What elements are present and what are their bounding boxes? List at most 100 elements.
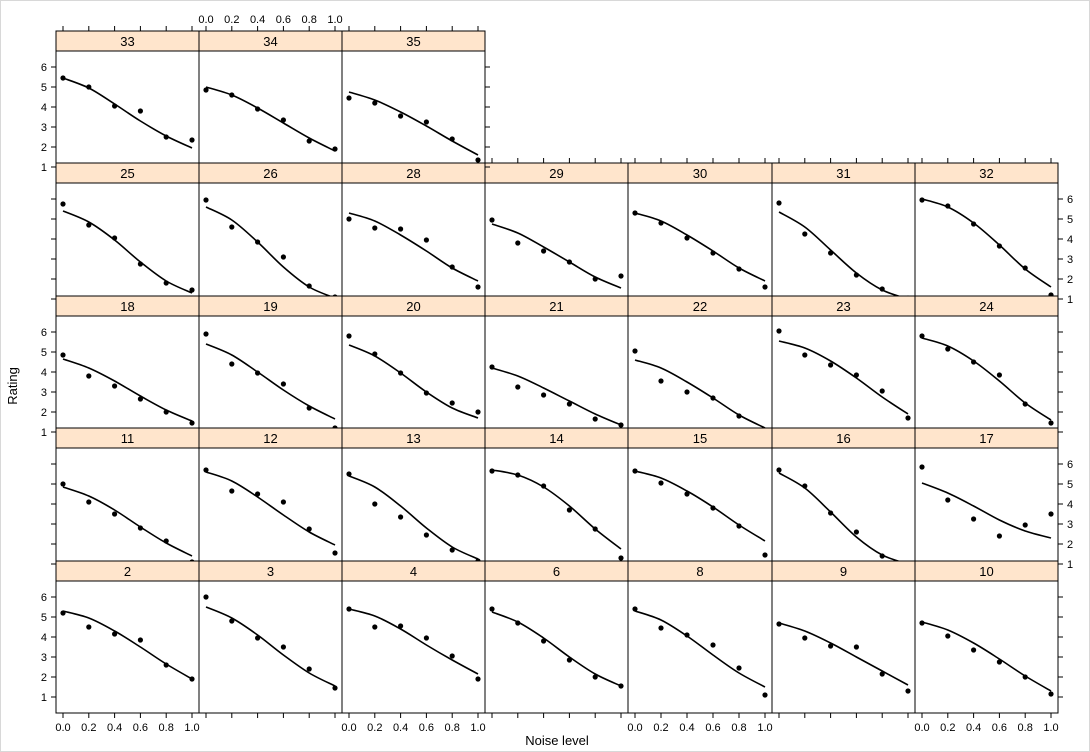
data-point <box>332 550 338 556</box>
y-tick-label: 1 <box>1067 559 1073 571</box>
strip-label: 13 <box>406 431 420 446</box>
data-point <box>306 138 312 144</box>
panel-32: 32 <box>914 162 1059 316</box>
panel-frame <box>484 182 629 316</box>
data-point <box>684 235 690 241</box>
data-point <box>398 113 404 119</box>
x-tick-label: 0.0 <box>341 722 356 734</box>
data-point <box>919 333 925 339</box>
strip-label: 20 <box>406 299 420 314</box>
data-point <box>879 553 885 559</box>
data-point <box>112 103 118 109</box>
data-point <box>255 491 261 497</box>
data-point <box>736 665 742 671</box>
panel-26: 26 <box>198 162 343 316</box>
panel-frame <box>341 580 486 714</box>
data-point <box>919 197 925 203</box>
data-point <box>919 620 925 626</box>
panel-frame <box>341 50 486 184</box>
y-tick-label: 2 <box>1067 274 1073 286</box>
data-point <box>1048 420 1054 426</box>
panel-frame <box>55 182 200 316</box>
data-point <box>346 471 352 477</box>
strip-label: 12 <box>263 431 277 446</box>
data-point <box>423 635 429 641</box>
y-axis-ticks <box>1058 596 1063 698</box>
data-point <box>423 532 429 538</box>
data-point <box>60 201 66 207</box>
panel-frame <box>198 447 343 581</box>
data-point <box>280 254 286 260</box>
data-point <box>802 635 808 641</box>
x-tick-label: 0.0 <box>55 722 70 734</box>
data-point <box>163 662 169 668</box>
y-axis-ticks <box>51 198 56 300</box>
x-axis-ticks <box>205 713 336 718</box>
y-tick-label: 6 <box>41 592 47 604</box>
data-point <box>398 623 404 629</box>
data-point <box>828 510 834 516</box>
x-axis: 0.0 0.2 0.4 0.6 0.8 1.0 <box>198 14 343 31</box>
y-tick-label: 5 <box>1067 479 1073 491</box>
data-point <box>489 468 495 474</box>
data-point <box>306 526 312 532</box>
data-point <box>112 383 118 389</box>
data-point <box>515 472 521 478</box>
panel-8: 8 <box>627 560 773 714</box>
panel-frame <box>55 580 200 714</box>
x-tick-label: 1.0 <box>470 722 485 734</box>
panel-18: 18 <box>55 295 200 449</box>
y-tick-label: 6 <box>1067 194 1073 206</box>
data-point <box>632 210 638 216</box>
panel-frame <box>341 182 486 316</box>
panel-14: 14 <box>484 427 629 581</box>
data-point <box>566 259 573 265</box>
data-point <box>86 222 92 228</box>
data-point <box>203 331 209 337</box>
data-point <box>229 361 235 367</box>
x-tick-label: 0.2 <box>367 722 382 734</box>
x-tick-label: 0.4 <box>250 14 265 26</box>
data-point <box>762 284 768 290</box>
data-point <box>203 197 209 203</box>
data-point <box>280 644 286 650</box>
data-point <box>905 688 911 694</box>
strip-label: 31 <box>836 166 850 181</box>
x-tick-label: 1.0 <box>327 14 342 26</box>
data-point <box>658 378 664 384</box>
data-point <box>489 364 495 370</box>
data-point <box>736 523 742 529</box>
y-tick-label: 6 <box>41 62 47 74</box>
data-point <box>163 538 169 544</box>
data-point <box>189 676 195 682</box>
data-point <box>489 217 495 223</box>
y-tick-label: 4 <box>41 367 47 379</box>
data-point <box>306 666 312 672</box>
data-point <box>541 392 547 398</box>
strip-label: 24 <box>979 299 993 314</box>
x-tick-label: 1.0 <box>757 722 772 734</box>
data-point <box>346 95 352 101</box>
data-point <box>229 224 235 230</box>
data-point <box>541 483 547 489</box>
data-point <box>592 276 598 282</box>
data-point <box>658 220 664 226</box>
panel-22: 22 <box>627 295 773 449</box>
panel-frame <box>341 447 486 581</box>
data-point <box>828 643 834 649</box>
data-point <box>945 346 951 352</box>
y-tick-label: 5 <box>1067 214 1073 226</box>
data-point <box>229 618 235 624</box>
data-point <box>449 547 455 553</box>
panel-19: 19 <box>198 295 343 449</box>
data-point <box>632 468 638 474</box>
data-point <box>137 108 143 114</box>
x-tick-label: 0.6 <box>419 722 434 734</box>
data-point <box>86 373 92 379</box>
data-point <box>802 483 808 489</box>
fit-curve <box>348 212 479 282</box>
data-point <box>306 283 312 289</box>
fit-curve <box>778 211 909 300</box>
